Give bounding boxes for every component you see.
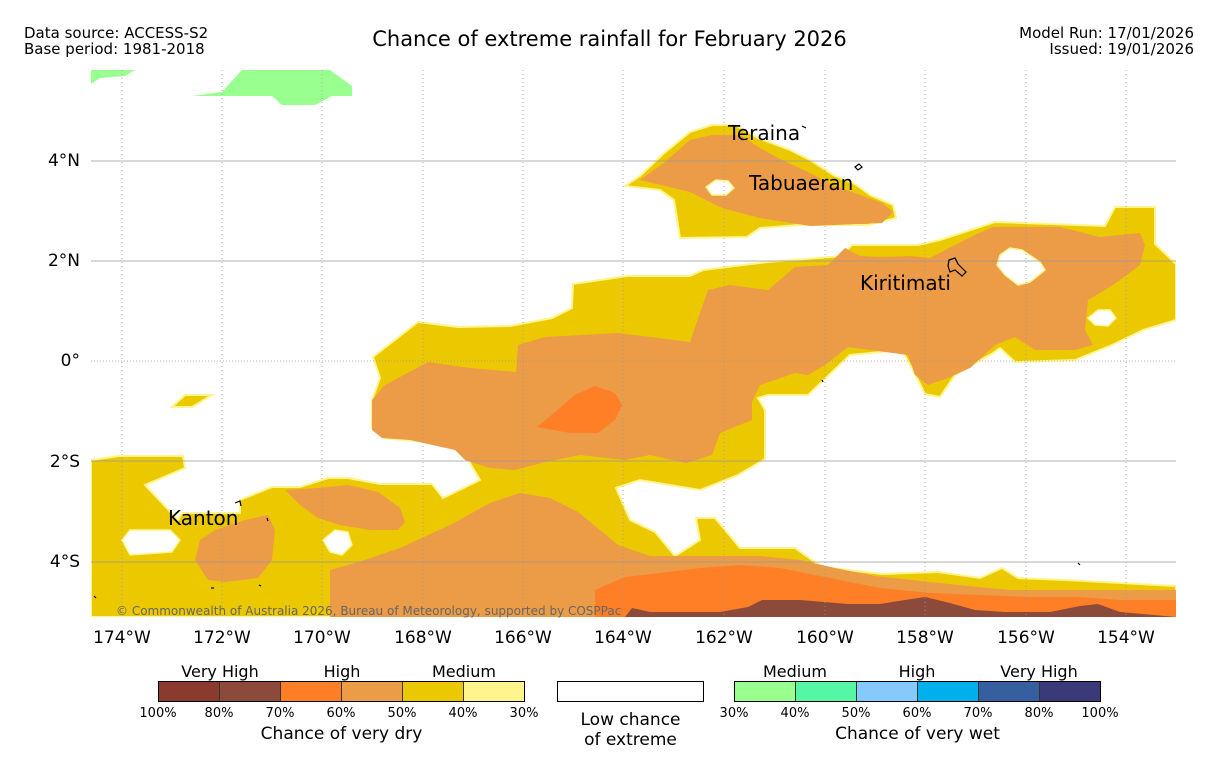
lat-label: 4°N (47, 151, 80, 171)
lon-label: 166°W (494, 628, 552, 648)
lon-label: 158°W (896, 628, 954, 648)
place-label-kanton: Kanton (168, 506, 239, 530)
copyright-notice: © Commonwealth of Australia 2026, Bureau… (116, 604, 622, 618)
legend-dry-medium-label: Medium (432, 662, 496, 681)
dry-high-region (195, 515, 275, 582)
legend-dry-tick: 100% (139, 706, 177, 721)
dry-high-region (330, 493, 1176, 617)
map-fill-layers (91, 70, 1176, 617)
legend-dry-title: Chance of very dry (260, 724, 423, 744)
low-chance-region (121, 529, 181, 556)
legend-wet-title: Chance of very wet (835, 724, 1000, 744)
lat-label: 2°N (47, 251, 80, 271)
legend-wet-swatch (796, 682, 857, 701)
legend-wet-swatch (1040, 682, 1100, 701)
lon-label: 172°W (193, 628, 251, 648)
legend-wet-high-label: High (898, 662, 936, 681)
legend-dry-tick: 60% (326, 706, 356, 721)
lon-label: 170°W (293, 628, 351, 648)
legend-wet-tick: 70% (963, 706, 993, 721)
legend-dry-tick: 50% (387, 706, 417, 721)
dry-very-high-region (625, 597, 1176, 617)
wet-medium-region (192, 70, 352, 105)
legend-wet-swatch (857, 682, 918, 701)
legend-dry-swatch (403, 682, 464, 701)
lon-label: 164°W (594, 628, 652, 648)
legend-dry-swatch (342, 682, 403, 701)
low-chance-region (322, 529, 353, 556)
lat-label: 2°S (49, 452, 80, 472)
lon-label: 174°W (93, 628, 151, 648)
legend-wet-colorbar (734, 681, 1101, 702)
lon-label: 168°W (394, 628, 452, 648)
legend-dry-very-high-label: Very High (181, 662, 259, 681)
dry-high-strong-region (595, 565, 1176, 617)
kanton-island-outline (234, 500, 242, 507)
small-island-outline (821, 379, 824, 383)
lat-label: 4°S (49, 552, 80, 572)
legend-wet-tick: 30% (719, 706, 749, 721)
legend-wet-tick: 80% (1024, 706, 1054, 721)
legend-wet-swatch (918, 682, 979, 701)
legend-wet-swatch (979, 682, 1040, 701)
legend-wet-tick: 40% (780, 706, 810, 721)
legend-dry-tick: 80% (204, 706, 234, 721)
small-island-outline (93, 595, 97, 599)
run-info: Model Run: 17/01/2026 Issued: 19/01/2026 (1019, 25, 1194, 57)
model-run-text: Model Run: 17/01/2026 (1019, 24, 1194, 42)
small-island-outline (266, 517, 269, 522)
small-island-outline (1077, 562, 1081, 566)
legend-low-chance-line2: of extreme (584, 730, 677, 750)
low-chance-region (704, 179, 736, 196)
wet-medium-region (91, 70, 135, 84)
map-title: Chance of extreme rainfall for February … (372, 27, 847, 51)
data-info: Data source: ACCESS-S2 Base period: 1981… (24, 25, 208, 57)
legend-wet-medium-label: Medium (763, 662, 827, 681)
lon-label: 156°W (997, 628, 1055, 648)
issued-text: Issued: 19/01/2026 (1049, 40, 1194, 58)
teraina-island-outline (801, 125, 807, 129)
lat-label: 0° (60, 351, 80, 371)
map-gridlines (91, 70, 1176, 617)
legend-dry-swatch (220, 682, 281, 701)
low-chance-region (1086, 309, 1117, 327)
place-label-teraina: Teraina (728, 121, 801, 145)
legend-dry-tick: 40% (448, 706, 478, 721)
island-outlines (93, 125, 1081, 599)
legend-wet-tick: 50% (841, 706, 871, 721)
lon-label: 160°W (796, 628, 854, 648)
legend-low-chance-line1: Low chance (580, 710, 681, 730)
dry-high-strong-region (537, 386, 622, 433)
legend-dry-swatch (464, 682, 524, 701)
legend-low-chance-text: Low chance of extreme (557, 710, 704, 750)
dry-high-region (640, 135, 893, 226)
low-chance-region (996, 247, 1046, 286)
legend-dry-swatch (159, 682, 220, 701)
legend-dry-high-label: High (323, 662, 361, 681)
legend-low-chance-swatch (557, 681, 704, 702)
legend-dry-swatch (281, 682, 342, 701)
dry-high-region (285, 485, 405, 530)
legend-wet-swatch (735, 682, 796, 701)
dry-medium-region (169, 394, 216, 408)
kiritimati-island-outline (947, 257, 967, 277)
lon-label: 154°W (1097, 628, 1155, 648)
tabuaeran-island-outline (854, 163, 863, 171)
legend-wet-tick: 60% (902, 706, 932, 721)
legend-dry-tick: 70% (265, 706, 295, 721)
lon-label: 162°W (695, 628, 753, 648)
place-label-kiritimati: Kiritimati (860, 271, 951, 295)
place-label-tabuaeran: Tabuaeran (749, 171, 854, 195)
small-island-outline (258, 584, 262, 587)
legend-wet-very-high-label: Very High (1000, 662, 1078, 681)
legend-wet-tick: 100% (1081, 706, 1119, 721)
legend-dry-tick: 30% (509, 706, 539, 721)
legend-dry-colorbar (158, 681, 525, 702)
data-source-text: Data source: ACCESS-S2 (24, 24, 209, 42)
base-period-text: Base period: 1981-2018 (24, 40, 205, 58)
